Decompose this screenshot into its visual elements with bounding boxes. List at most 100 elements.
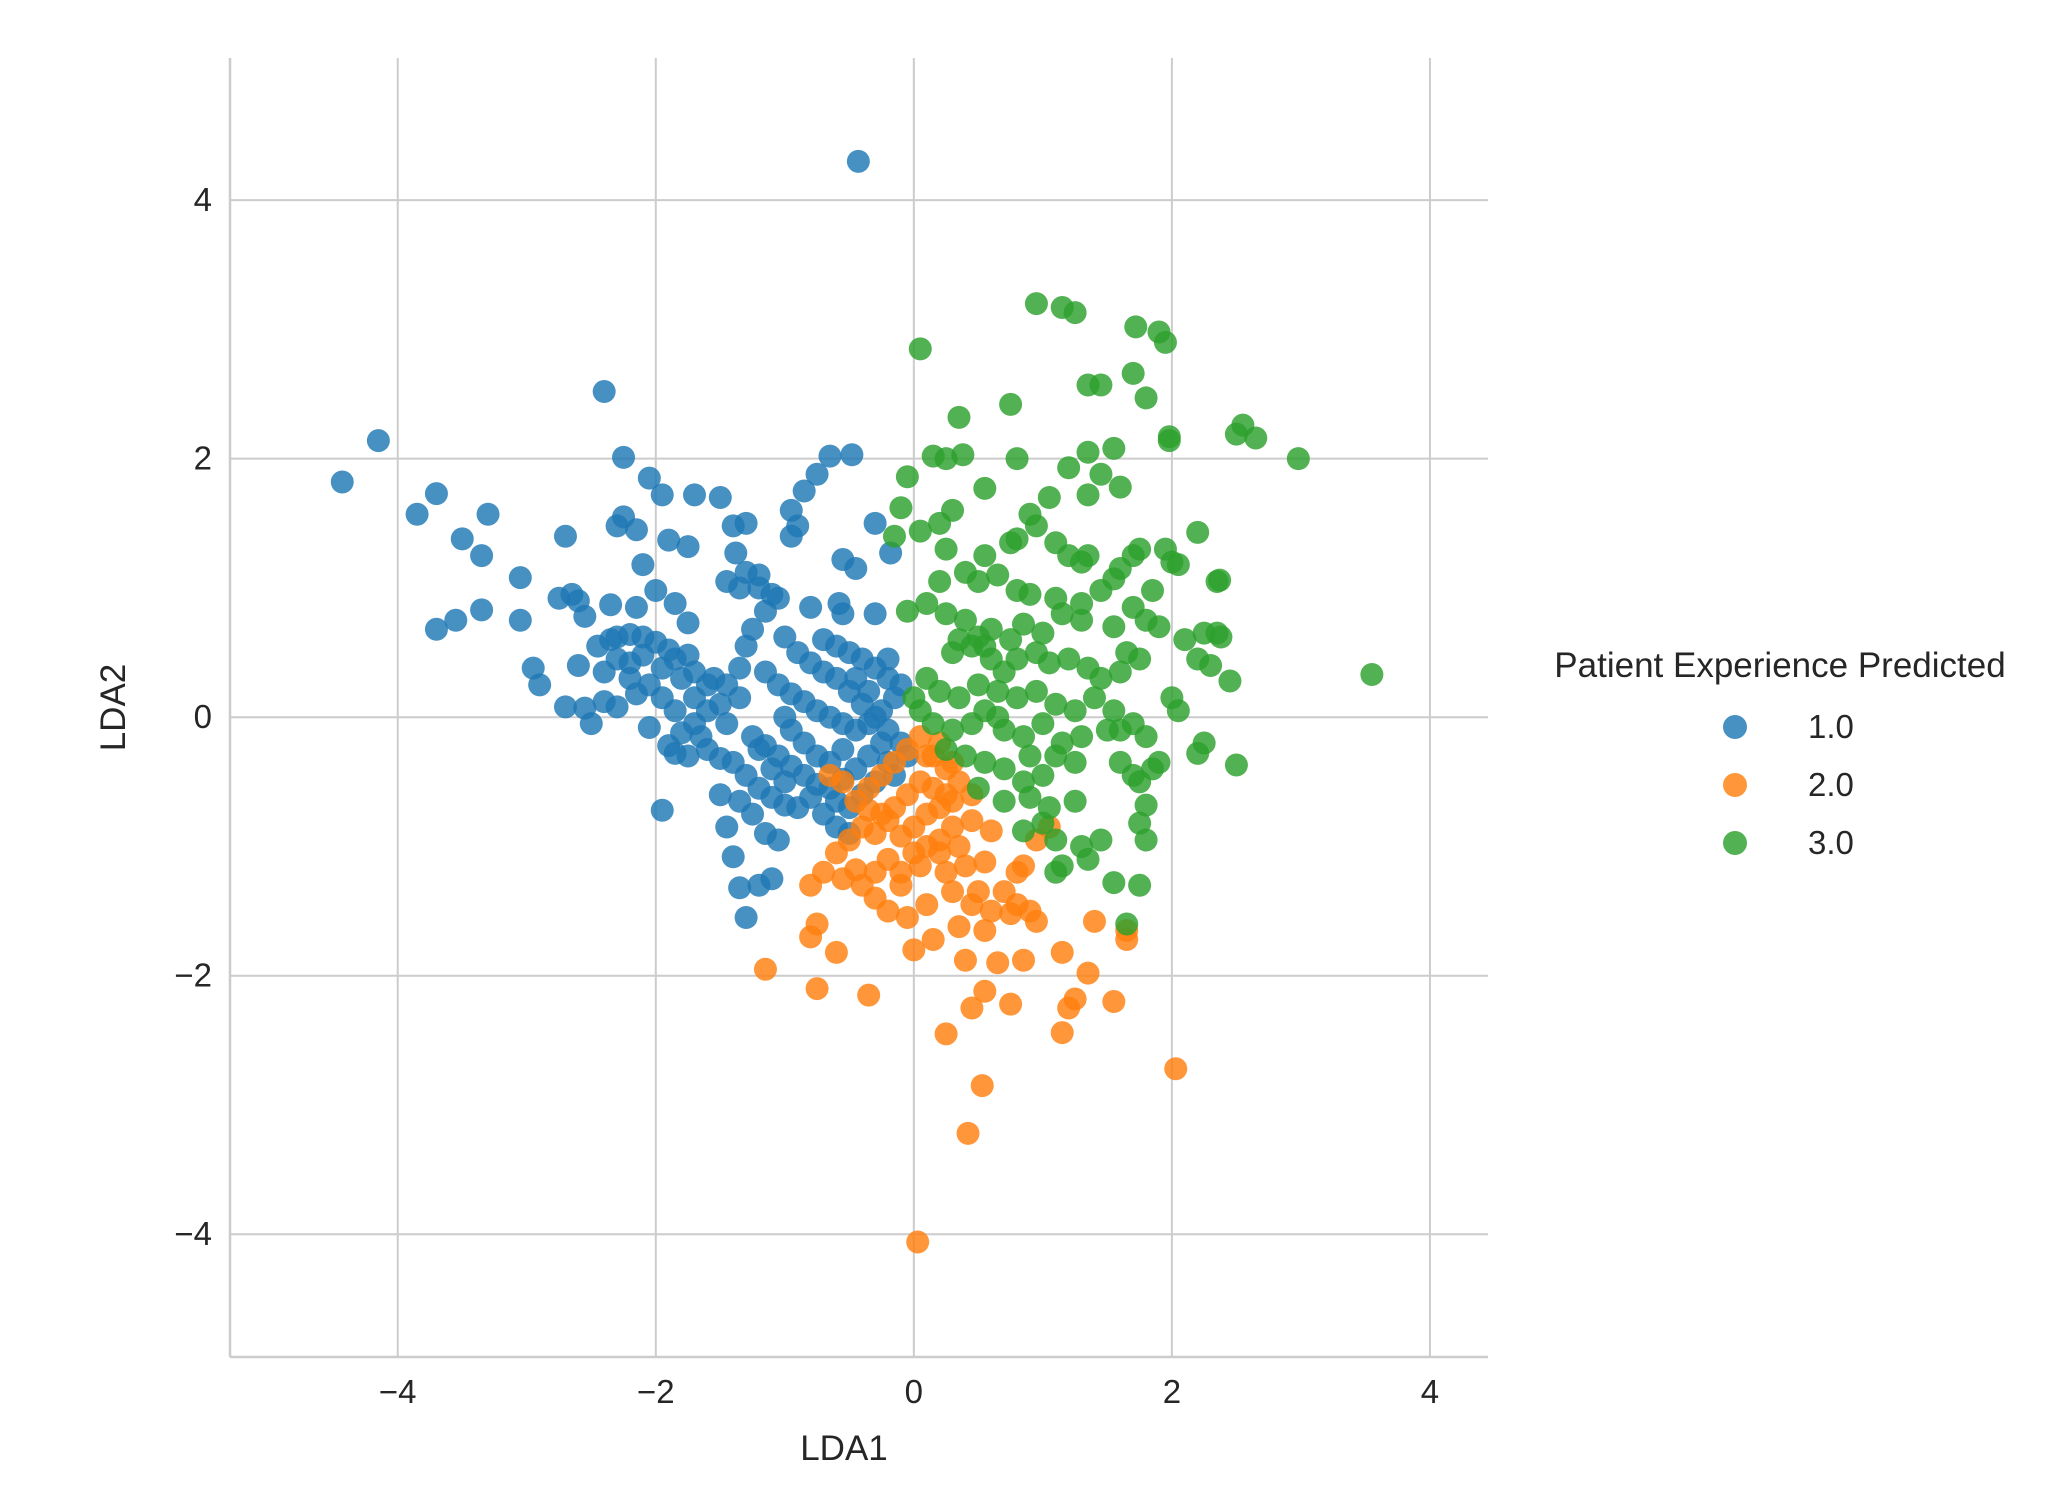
point-series-3.0	[1063, 750, 1087, 774]
point-series-2.0	[805, 912, 829, 936]
point-series-3.0	[973, 544, 997, 568]
data-points	[330, 149, 1384, 1254]
point-series-3.0	[1286, 447, 1310, 471]
point-series-3.0	[966, 569, 990, 593]
point-series-3.0	[1360, 663, 1384, 687]
point-series-1.0	[818, 444, 842, 468]
point-series-1.0	[592, 379, 616, 403]
x-axis-label: LDA1	[800, 1429, 888, 1468]
point-series-3.0	[895, 599, 919, 623]
point-series-3.0	[1089, 828, 1113, 852]
point-series-1.0	[650, 483, 674, 507]
point-series-3.0	[934, 602, 958, 626]
point-series-1.0	[760, 757, 784, 781]
point-series-3.0	[1166, 553, 1190, 577]
point-series-3.0	[973, 634, 997, 658]
point-series-2.0	[992, 880, 1016, 904]
point-series-2.0	[902, 938, 926, 962]
point-series-2.0	[1018, 899, 1042, 923]
x-tick-label: −2	[637, 1373, 675, 1410]
point-series-2.0	[934, 783, 958, 807]
point-series-1.0	[715, 712, 739, 736]
point-series-1.0	[792, 479, 816, 503]
point-series-3.0	[1082, 686, 1106, 710]
point-series-3.0	[1134, 828, 1158, 852]
point-series-2.0	[960, 809, 984, 833]
point-series-2.0	[947, 834, 971, 858]
point-series-1.0	[644, 579, 668, 603]
point-series-3.0	[1128, 647, 1152, 671]
point-series-1.0	[579, 712, 603, 736]
point-series-3.0	[1224, 753, 1248, 777]
point-series-2.0	[947, 915, 971, 939]
point-series-1.0	[624, 595, 648, 619]
point-series-3.0	[1044, 860, 1068, 884]
point-series-3.0	[1134, 386, 1158, 410]
point-series-2.0	[941, 880, 965, 904]
point-series-3.0	[1147, 615, 1171, 639]
point-series-1.0	[747, 576, 771, 600]
point-series-3.0	[1037, 485, 1061, 509]
point-series-1.0	[840, 443, 864, 467]
point-series-1.0	[876, 718, 900, 742]
point-series-3.0	[1005, 647, 1029, 671]
point-series-1.0	[827, 591, 851, 615]
point-series-2.0	[956, 1121, 980, 1145]
point-series-3.0	[1134, 725, 1158, 749]
point-series-3.0	[1012, 612, 1036, 636]
point-series-1.0	[657, 528, 681, 552]
point-series-2.0	[986, 951, 1010, 975]
point-series-3.0	[1044, 692, 1068, 716]
point-series-1.0	[553, 524, 577, 548]
point-series-1.0	[470, 598, 494, 622]
point-series-3.0	[1134, 793, 1158, 817]
point-series-3.0	[908, 519, 932, 543]
point-series-2.0	[895, 906, 919, 930]
point-series-3.0	[1102, 615, 1126, 639]
point-series-3.0	[1024, 514, 1048, 538]
point-series-1.0	[330, 470, 354, 494]
point-series-3.0	[1050, 602, 1074, 626]
point-series-3.0	[895, 465, 919, 489]
point-series-3.0	[1037, 651, 1061, 675]
legend-marker	[1723, 715, 1747, 739]
point-series-1.0	[863, 511, 887, 535]
point-series-3.0	[1224, 422, 1248, 446]
point-series-3.0	[966, 776, 990, 800]
y-tick-label: −4	[174, 1215, 212, 1252]
point-series-1.0	[631, 643, 655, 667]
legend-title: Patient Experience Predicted	[1554, 646, 2005, 685]
point-series-1.0	[624, 518, 648, 542]
x-tick-label: 0	[905, 1373, 923, 1410]
point-series-1.0	[812, 628, 836, 652]
legend-label: 3.0	[1808, 824, 1854, 861]
point-series-2.0	[1164, 1057, 1188, 1081]
y-tick-labels: −4 −2 0 2 4	[174, 181, 212, 1252]
point-series-3.0	[1031, 712, 1055, 736]
point-series-3.0	[1244, 426, 1268, 450]
point-series-1.0	[618, 666, 642, 690]
point-series-3.0	[947, 628, 971, 652]
point-series-2.0	[973, 979, 997, 1003]
point-series-2.0	[979, 819, 1003, 843]
point-series-1.0	[728, 656, 752, 680]
point-series-2.0	[818, 763, 842, 787]
point-series-3.0	[992, 789, 1016, 813]
y-axis-label: LDA2	[94, 664, 133, 752]
point-series-1.0	[831, 738, 855, 762]
point-series-1.0	[444, 608, 468, 632]
point-series-3.0	[1157, 429, 1181, 453]
point-series-3.0	[928, 511, 952, 535]
point-series-3.0	[1115, 912, 1139, 936]
point-series-3.0	[1147, 750, 1171, 774]
point-series-2.0	[805, 977, 829, 1001]
point-series-2.0	[960, 996, 984, 1020]
point-series-1.0	[676, 744, 700, 768]
point-series-1.0	[528, 673, 552, 697]
point-series-1.0	[676, 535, 700, 559]
point-series-3.0	[882, 524, 906, 548]
point-series-3.0	[915, 591, 939, 615]
point-series-3.0	[1012, 819, 1036, 843]
point-series-3.0	[908, 337, 932, 361]
